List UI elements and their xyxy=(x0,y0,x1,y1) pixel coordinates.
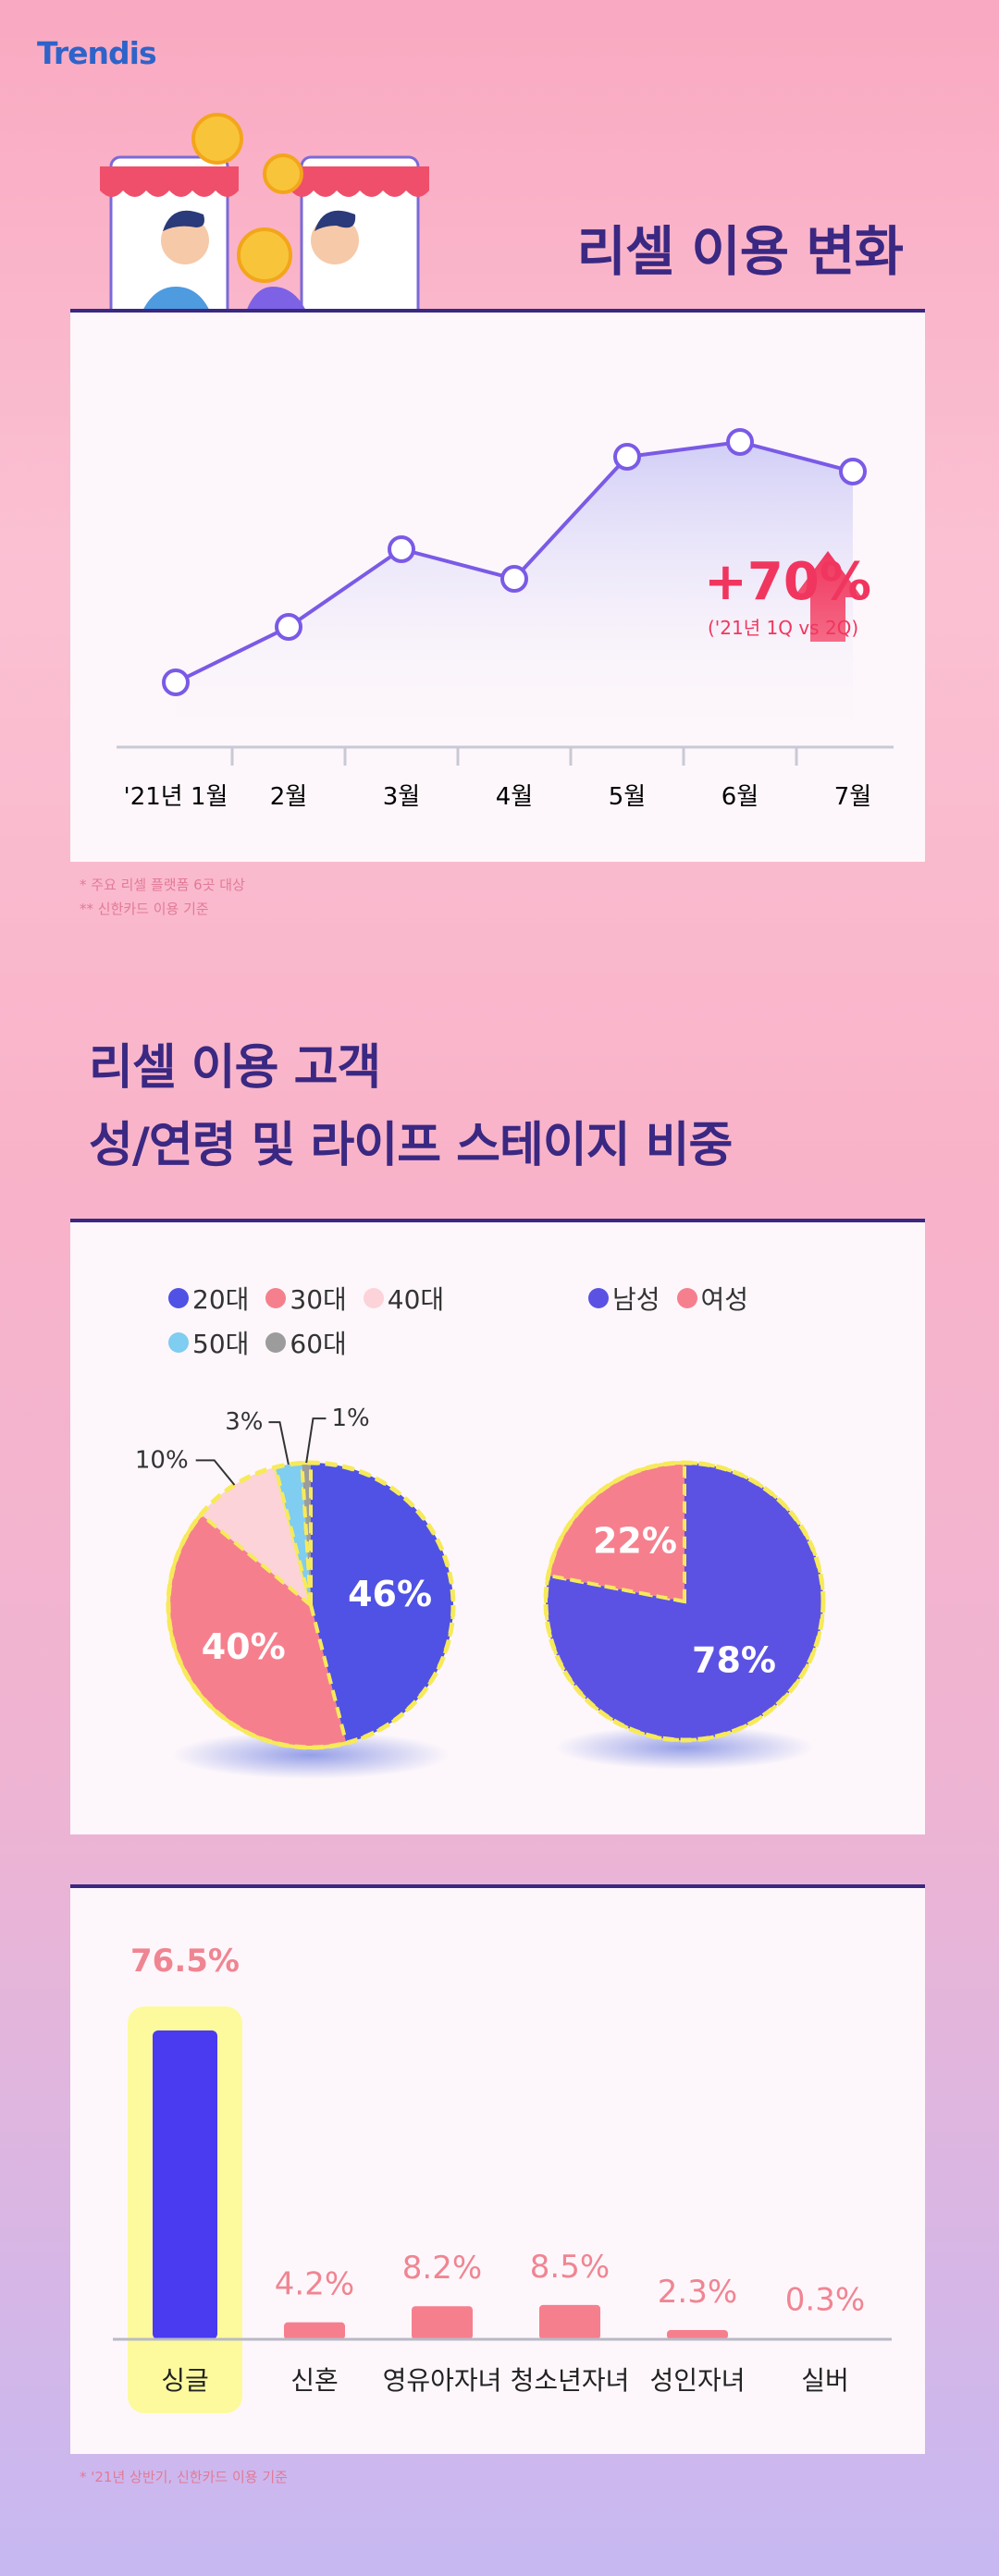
legend-label: 60대 xyxy=(290,1329,347,1359)
pie-charts: 46% 40% 10% 3% 1% 78% 22% xyxy=(135,1405,826,1779)
pie-leader-line xyxy=(195,1459,236,1486)
bar-category-label: 청소년자녀 xyxy=(511,2365,630,2396)
legend-item: 40대 xyxy=(363,1280,445,1317)
pie-slice xyxy=(544,1460,825,1742)
section2-title-line2: 성/연령 및 라이프 스테이지 비중 xyxy=(89,1118,733,1173)
legend-label: 30대 xyxy=(290,1284,347,1315)
bar-value-label: 4.2% xyxy=(275,2266,354,2303)
bar xyxy=(539,2304,600,2339)
gender-pie: 78% 22% xyxy=(543,1460,826,1743)
legend-label: 여성 xyxy=(700,1284,749,1315)
legend-label: 50대 xyxy=(192,1329,250,1359)
data-point xyxy=(388,535,415,563)
x-tick-label: 4월 xyxy=(496,783,533,811)
bar-value-label: 0.3% xyxy=(785,2282,865,2319)
bar-value-label: 76.5% xyxy=(130,1943,240,1980)
x-axis-ticks xyxy=(230,747,798,766)
data-point xyxy=(500,565,528,593)
x-tick-label: 5월 xyxy=(609,783,646,811)
brand-logo: Trendis xyxy=(37,35,157,71)
legend-dot-icon xyxy=(168,1288,189,1308)
pie-value-label: 40% xyxy=(202,1626,286,1667)
data-point xyxy=(839,458,867,485)
legend-item: 20대 xyxy=(168,1280,249,1317)
pie-value-label: 1% xyxy=(331,1405,369,1432)
legend-item: 여성 xyxy=(676,1280,749,1317)
pie-outline xyxy=(543,1460,826,1743)
bar xyxy=(153,2030,217,2339)
pie-leader-line xyxy=(305,1417,327,1464)
bar-category-label: 실버 xyxy=(801,2365,849,2396)
bar-value-label: 8.5% xyxy=(530,2249,610,2286)
bar xyxy=(284,2322,345,2339)
legend-label: 40대 xyxy=(387,1284,445,1315)
x-tick-label: 6월 xyxy=(722,783,758,811)
x-tick-label: '21년 1월 xyxy=(124,783,228,811)
line-chart: '21년 1월 2월 3월 4월 5월 6월 7월 +70% ('21년 1Q vs 2Q) xyxy=(117,428,894,811)
pie-value-label: 3% xyxy=(225,1408,263,1436)
legend-item: 30대 xyxy=(265,1280,347,1317)
data-point xyxy=(275,613,302,641)
bar-category-label: 성인자녀 xyxy=(649,2365,745,2396)
pie-leader-line xyxy=(268,1421,290,1466)
note-1: * 주요 리셀 플랫폼 6곳 대상 xyxy=(80,877,245,893)
section2-title-line1: 리셀 이용 고객 xyxy=(89,1040,381,1096)
pie-value-label: 22% xyxy=(593,1520,677,1561)
pie-value-label: 10% xyxy=(135,1446,189,1474)
legend-dot-icon xyxy=(265,1332,287,1353)
pie-outline xyxy=(166,1460,456,1750)
bar-category-label: 영유아자녀 xyxy=(383,2365,502,2396)
legend-item: 50대 xyxy=(168,1324,249,1361)
legend-item: 60대 xyxy=(265,1324,347,1361)
legend-dot-icon xyxy=(265,1288,287,1308)
note-3: * '21년 상반기, 신한카드 이용 기준 xyxy=(80,2469,288,2485)
legend-dot-icon xyxy=(588,1288,609,1308)
x-axis-labels: '21년 1월 2월 3월 4월 5월 6월 7월 xyxy=(124,783,872,811)
x-tick-label: 3월 xyxy=(383,783,420,811)
gender-legend: 남성 여성 xyxy=(588,1280,866,1317)
legend-item: 남성 xyxy=(588,1280,660,1317)
growth-value: +70% xyxy=(704,552,871,612)
bar-category-label: 싱글 xyxy=(161,2365,209,2396)
bar xyxy=(667,2329,728,2339)
bar xyxy=(412,2306,473,2339)
pie-value-label: 78% xyxy=(692,1640,776,1681)
bar-chart: 76.5% 싱글 4.2% 신혼 8.2% 영유아자녀 8.5% 청소년자녀 2.3% 성인자녀 0… xyxy=(113,1943,892,2413)
legend-label: 20대 xyxy=(192,1284,250,1315)
pie-value-label: 46% xyxy=(348,1574,432,1614)
note-2: ** 신한카드 이용 기준 xyxy=(80,901,209,917)
up-arrow-icon xyxy=(794,551,862,642)
section1-title: 리셀 이용 변화 xyxy=(576,220,904,283)
growth-sub: ('21년 1Q vs 2Q) xyxy=(708,617,858,639)
data-point xyxy=(726,428,754,456)
bar-category-label: 신혼 xyxy=(290,2365,339,2396)
legend-dot-icon xyxy=(676,1288,697,1308)
pie-slice xyxy=(166,1512,349,1749)
data-point xyxy=(613,443,641,471)
legend-dot-icon xyxy=(168,1332,189,1353)
bar-value-label: 8.2% xyxy=(402,2250,482,2287)
age-legend: 20대 30대 40대 50대 60대 xyxy=(168,1280,483,1361)
line-area xyxy=(176,442,853,747)
x-tick-label: 2월 xyxy=(270,783,307,811)
data-point xyxy=(162,669,190,696)
x-tick-label: 7월 xyxy=(834,783,871,811)
series-points xyxy=(162,428,867,696)
legend-label: 남성 xyxy=(612,1284,660,1315)
bar-value-label: 2.3% xyxy=(658,2274,737,2311)
age-pie: 46% 40% 10% 3% 1% xyxy=(135,1405,456,1750)
legend-dot-icon xyxy=(363,1288,384,1308)
